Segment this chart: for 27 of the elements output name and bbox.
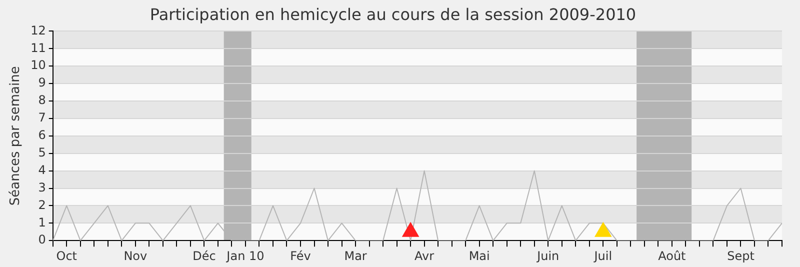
x-tick-label: Oct	[56, 248, 78, 263]
y-tick-label: 8	[38, 93, 46, 108]
x-tick-label: Nov	[124, 248, 148, 263]
x-tick-label: Avr	[414, 248, 434, 263]
x-tick-label: Juin	[536, 248, 560, 263]
y-tick-label: 2	[38, 198, 46, 212]
x-tick-label: Juil	[593, 248, 612, 263]
y-tick-label: 11	[30, 40, 46, 55]
x-tick-label: Jan 10	[226, 248, 264, 263]
x-tick-label: Déc	[192, 248, 216, 263]
x-tick-label: Mai	[468, 248, 490, 263]
y-tick-label: 4	[38, 162, 46, 177]
y-tick-label: 0	[38, 232, 46, 247]
y-tick-label: 7	[38, 110, 46, 125]
x-tick-label: Août	[658, 248, 686, 263]
y-axis-title: Séances par semaine	[8, 66, 24, 206]
y-tick-label: 12	[30, 23, 46, 38]
y-tick-label: 1	[38, 215, 46, 230]
y-tick-label: 9	[38, 76, 46, 90]
x-tick-label: Sept	[727, 248, 755, 263]
chart-title: Participation en hemicycle au cours de la session 2009-2010	[150, 4, 636, 24]
x-tick-label: Fév	[290, 248, 311, 263]
y-tick-label: 6	[38, 128, 46, 142]
x-tick-label: Mar	[344, 248, 367, 263]
y-tick-label: 10	[30, 58, 46, 72]
y-tick-label: 5	[38, 145, 46, 160]
y-tick-label: 3	[38, 180, 46, 194]
